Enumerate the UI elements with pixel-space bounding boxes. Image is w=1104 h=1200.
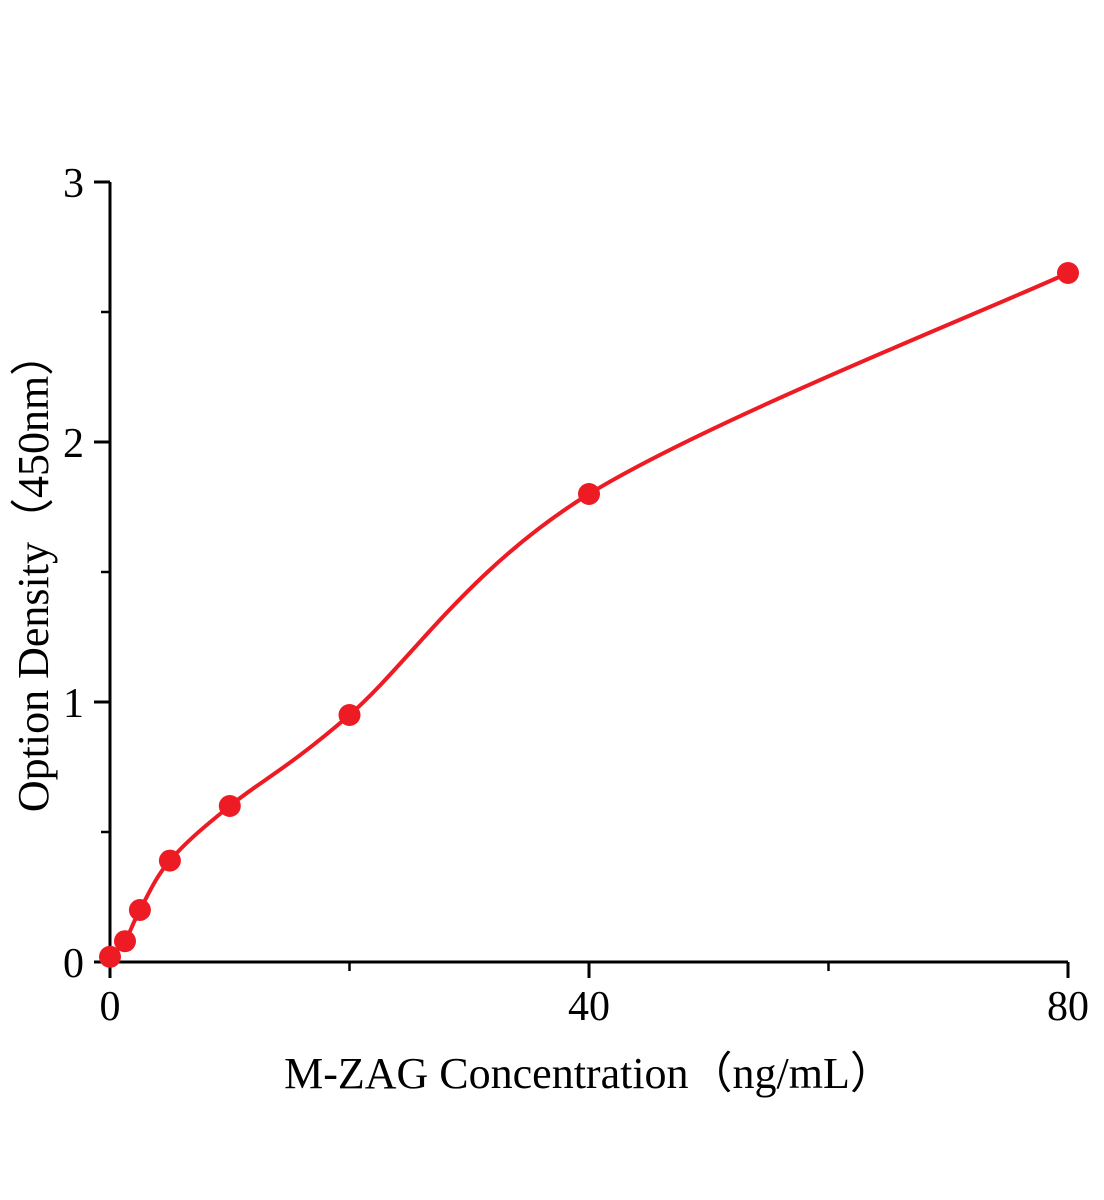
x-tick-label: 40 xyxy=(568,984,610,1030)
y-tick-label: 2 xyxy=(63,421,84,467)
data-point xyxy=(218,795,241,817)
data-point xyxy=(114,930,136,953)
axes xyxy=(108,182,1068,964)
data-point xyxy=(578,483,600,505)
data-point xyxy=(128,899,151,921)
data-point xyxy=(1057,262,1079,284)
fit-curve xyxy=(108,271,1070,959)
data-point xyxy=(99,945,121,968)
y-tick-label: 3 xyxy=(63,161,84,207)
y-tick-label: 0 xyxy=(63,941,84,987)
data-point xyxy=(338,704,361,726)
data-point xyxy=(158,849,181,872)
y-tick-label: 1 xyxy=(63,681,84,727)
y-axis-label: Option Density（450nm） xyxy=(9,332,58,812)
x-tick-label: 0 xyxy=(100,984,121,1030)
x-tick-label: 80 xyxy=(1047,984,1089,1030)
x-axis-label: M-ZAG Concentration（ng/mL） xyxy=(284,1049,894,1098)
